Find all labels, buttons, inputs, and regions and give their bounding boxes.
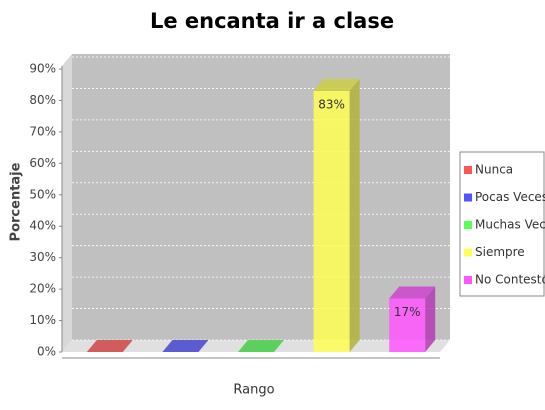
bar-top: [389, 286, 436, 299]
y-tick-label: 40%: [29, 219, 56, 233]
legend-swatch: [464, 248, 472, 257]
y-tick-label: 30%: [29, 250, 56, 264]
y-tick-label: 70%: [29, 124, 56, 138]
bar-top: [238, 340, 284, 352]
legend-label: Muchas Veces: [475, 218, 545, 232]
legend-box: [459, 151, 545, 297]
chart-title: Le encanta ir a clase: [150, 9, 394, 33]
legend-label: Nunca: [475, 163, 513, 177]
y-tick-label: 90%: [29, 62, 56, 76]
bar: [313, 91, 350, 352]
left-wall: [62, 54, 72, 352]
bar-top: [313, 79, 360, 92]
value-label: 17%: [394, 305, 421, 319]
bar-top: [162, 340, 209, 352]
y-tick-label: 0%: [37, 345, 56, 359]
legend-swatch: [464, 193, 472, 202]
y-axis-label: Porcentaje: [9, 162, 24, 241]
y-tick-label: 60%: [29, 156, 56, 170]
bar-side: [425, 286, 436, 352]
legend-swatch: [464, 166, 472, 174]
y-tick-label: 10%: [29, 313, 56, 327]
legend-swatch: [464, 276, 472, 284]
y-tick-label: 80%: [29, 93, 56, 107]
y-tick-label: 50%: [29, 187, 56, 201]
value-label: 83%: [318, 98, 345, 112]
bar-side: [349, 79, 360, 352]
x-axis-label: Rango: [233, 383, 274, 398]
y-tick-label: 20%: [29, 282, 56, 296]
legend-label: Pocas Veces: [475, 190, 545, 204]
legend-label: Siempre: [475, 245, 525, 259]
legend-label: No Contestó: [475, 273, 545, 287]
legend-swatch: [464, 221, 472, 229]
bar-top: [86, 340, 133, 352]
bar: [389, 298, 426, 352]
